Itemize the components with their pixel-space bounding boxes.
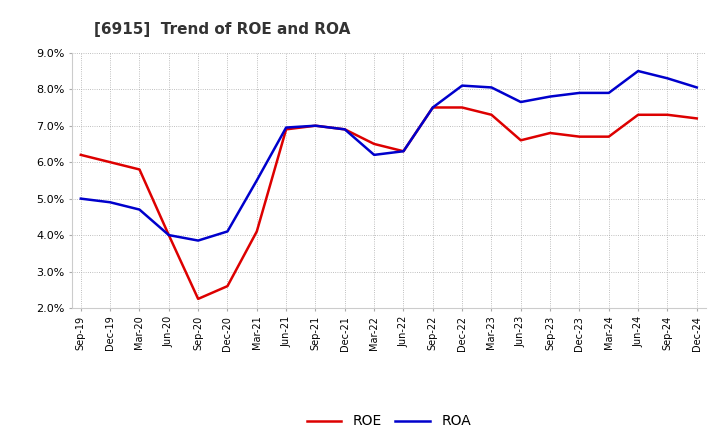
- ROA: [605, 90, 613, 95]
- ROA: [693, 85, 701, 90]
- ROE: [253, 229, 261, 234]
- ROA: [76, 196, 85, 201]
- ROA: [311, 123, 320, 128]
- ROA: [253, 178, 261, 183]
- ROE: [370, 141, 379, 147]
- ROA: [399, 149, 408, 154]
- ROE: [693, 116, 701, 121]
- ROE: [311, 123, 320, 128]
- Legend: ROE, ROA: ROE, ROA: [301, 409, 477, 434]
- ROE: [487, 112, 496, 117]
- ROA: [487, 85, 496, 90]
- ROE: [634, 112, 642, 117]
- ROA: [135, 207, 144, 212]
- ROE: [282, 127, 290, 132]
- ROA: [516, 99, 525, 105]
- ROA: [282, 125, 290, 130]
- ROE: [458, 105, 467, 110]
- ROA: [663, 76, 672, 81]
- Line: ROE: ROE: [81, 107, 697, 299]
- ROA: [458, 83, 467, 88]
- ROE: [76, 152, 85, 158]
- ROA: [341, 127, 349, 132]
- ROE: [106, 160, 114, 165]
- ROE: [341, 127, 349, 132]
- ROA: [164, 232, 173, 238]
- ROE: [575, 134, 584, 139]
- ROA: [106, 200, 114, 205]
- ROE: [428, 105, 437, 110]
- ROA: [194, 238, 202, 243]
- ROE: [194, 296, 202, 301]
- ROA: [634, 68, 642, 73]
- ROA: [546, 94, 554, 99]
- Line: ROA: ROA: [81, 71, 697, 241]
- ROE: [663, 112, 672, 117]
- ROE: [223, 283, 232, 289]
- ROE: [546, 130, 554, 136]
- Text: [6915]  Trend of ROE and ROA: [6915] Trend of ROE and ROA: [94, 22, 350, 37]
- ROE: [164, 232, 173, 238]
- ROA: [428, 105, 437, 110]
- ROE: [135, 167, 144, 172]
- ROA: [223, 229, 232, 234]
- ROE: [605, 134, 613, 139]
- ROE: [399, 149, 408, 154]
- ROA: [370, 152, 379, 158]
- ROA: [575, 90, 584, 95]
- ROE: [516, 138, 525, 143]
